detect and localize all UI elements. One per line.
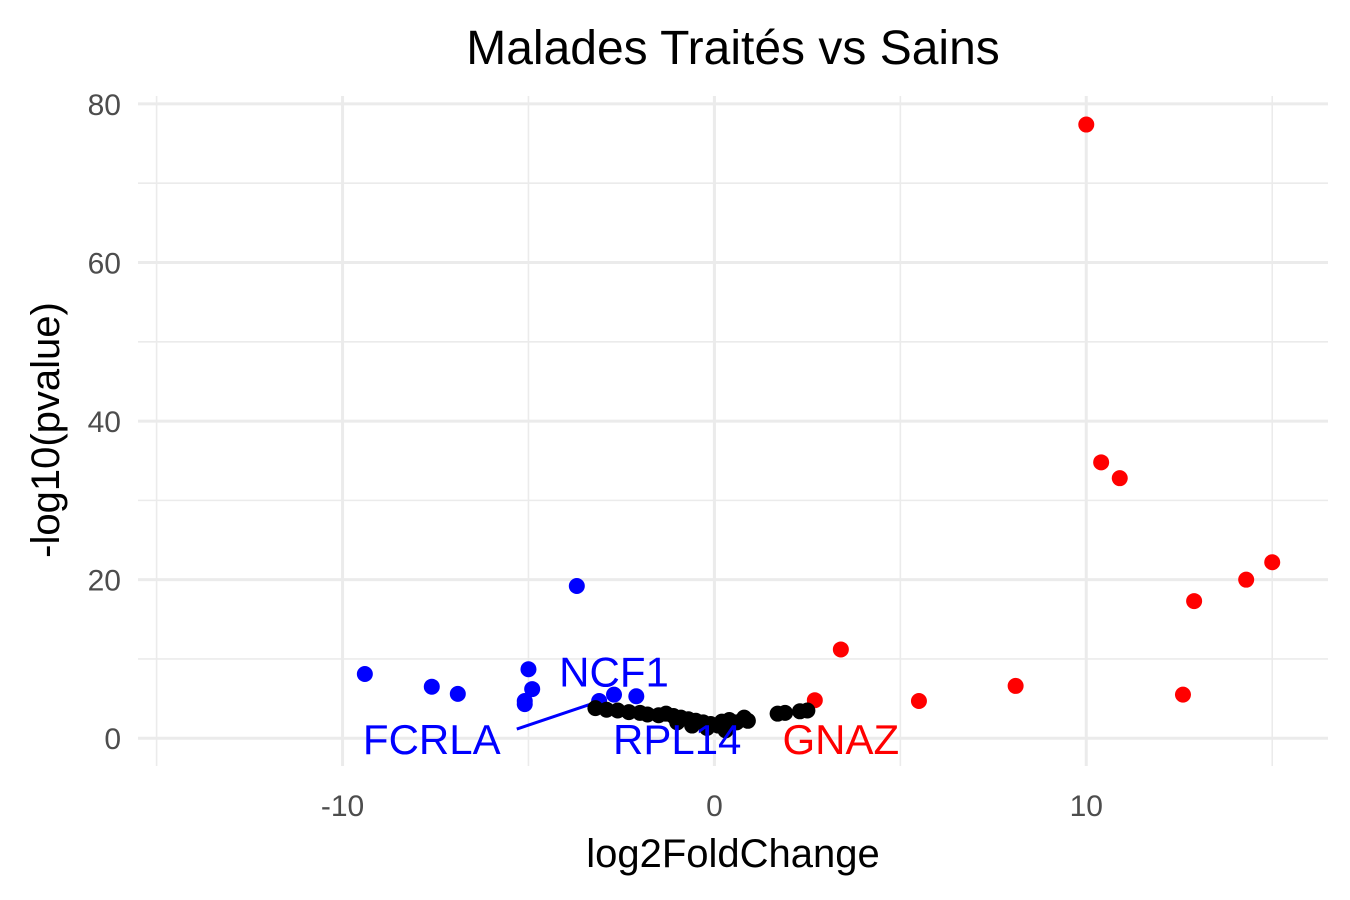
data-point [1093,454,1110,471]
gene-label: GNAZ [783,716,900,763]
gene-label: NCF1 [559,649,669,696]
data-point [717,722,734,739]
data-point [1078,116,1095,133]
data-point [568,578,585,595]
data-point [606,686,622,703]
x-axis-title: log2FoldChange [586,832,880,876]
data-point [1007,677,1024,694]
y-tick-label: 40 [88,406,121,439]
x-tick-label: 0 [706,790,723,823]
data-point [1264,554,1281,571]
data-point [698,719,715,736]
data-point [739,712,756,729]
data-point [669,714,686,731]
gene-labels: NCF1 FCRLA RPL14 GNAZ [363,649,899,763]
data-point [449,685,466,702]
data-point [1238,571,1255,588]
data-point [684,717,701,734]
y-tick-label: 80 [88,89,121,122]
data-point [799,702,816,719]
tick-labels: -10 0 10 0 20 40 60 80 [88,89,1103,823]
x-tick-label: -10 [321,790,364,823]
y-axis-title: -log10(pvalue) [24,302,68,558]
data-point [1186,593,1203,610]
data-point [423,678,440,695]
y-tick-label: 0 [104,723,121,756]
gene-label: FCRLA [363,716,501,763]
data-point [524,681,541,698]
data-point [832,641,849,658]
data-point [520,661,537,678]
data-point [516,696,533,713]
data-point [1174,686,1191,703]
data-point [910,692,927,709]
y-tick-label: 20 [88,565,121,598]
data-point [1111,470,1128,487]
x-tick-label: 10 [1070,790,1103,823]
data-points [356,116,1281,739]
label-connector [516,701,596,731]
gene-label: RPL14 [613,716,741,763]
chart-title: Malades Traités vs Sains [466,22,1000,75]
y-tick-label: 60 [88,248,121,281]
grid [138,96,1328,766]
data-point [777,704,794,721]
data-point [356,666,373,683]
data-point [628,688,645,705]
label-connectors [516,701,596,731]
